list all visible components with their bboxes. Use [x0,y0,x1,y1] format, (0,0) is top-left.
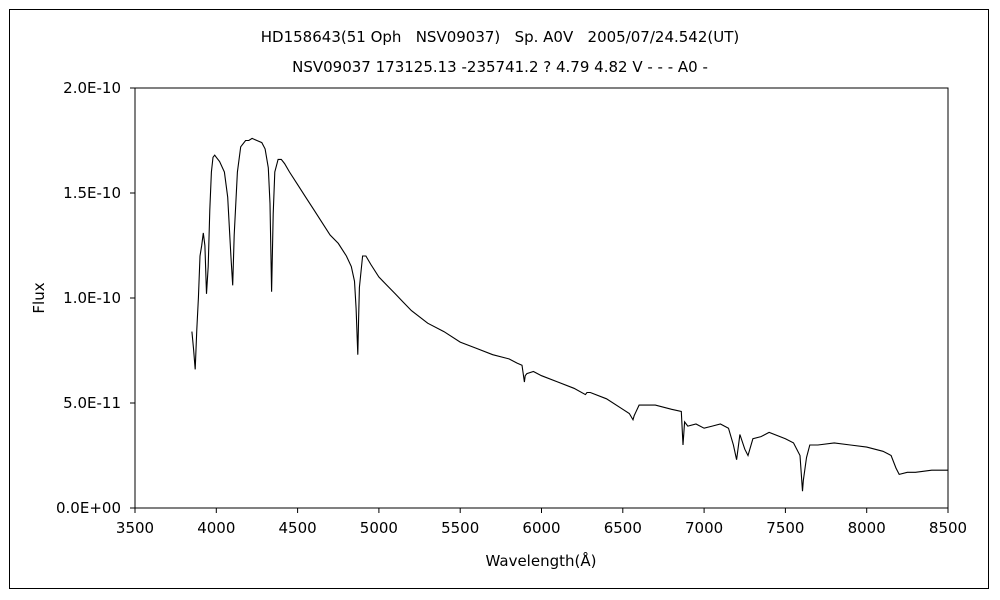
y-axis-label: Flux [30,282,48,313]
chart-subtitle: NSV09037 173125.13 -235741.2 ? 4.79 4.82… [292,58,708,76]
x-tick-label: 5000 [360,519,398,537]
y-tick-label: 2.0E-10 [63,79,121,97]
chart-title: HD158643(51 Oph NSV09037) Sp. A0V 2005/0… [261,28,739,46]
y-tick-label: 1.0E-10 [63,289,121,307]
x-tick-label: 6500 [604,519,642,537]
y-tick-label: 0.0E+00 [56,499,121,517]
y-tick-label: 1.5E-10 [63,184,121,202]
x-tick-label: 5500 [441,519,479,537]
x-axis: 3500 4000 4500 5000 5500 6000 6500 7000 7500 8000… [116,508,967,537]
y-tick-label: 5.0E-11 [63,394,121,412]
x-tick-label: 4000 [197,519,235,537]
x-tick-label: 7500 [766,519,804,537]
x-tick-label: 8500 [929,519,967,537]
plot-area [134,87,949,509]
y-axis: 0.0E+00 5.0E-11 1.0E-10 1.5E-10 2.0E-10 [56,79,135,517]
x-tick-label: 6000 [522,519,560,537]
x-tick-label: 4500 [279,519,317,537]
chart-frame [9,9,989,589]
x-tick-label: 8000 [848,519,886,537]
x-axis-label: Wavelength(Å) [486,551,597,570]
x-tick-label: 7000 [685,519,723,537]
x-tick-label: 3500 [116,519,154,537]
spectrum-line [191,137,948,492]
